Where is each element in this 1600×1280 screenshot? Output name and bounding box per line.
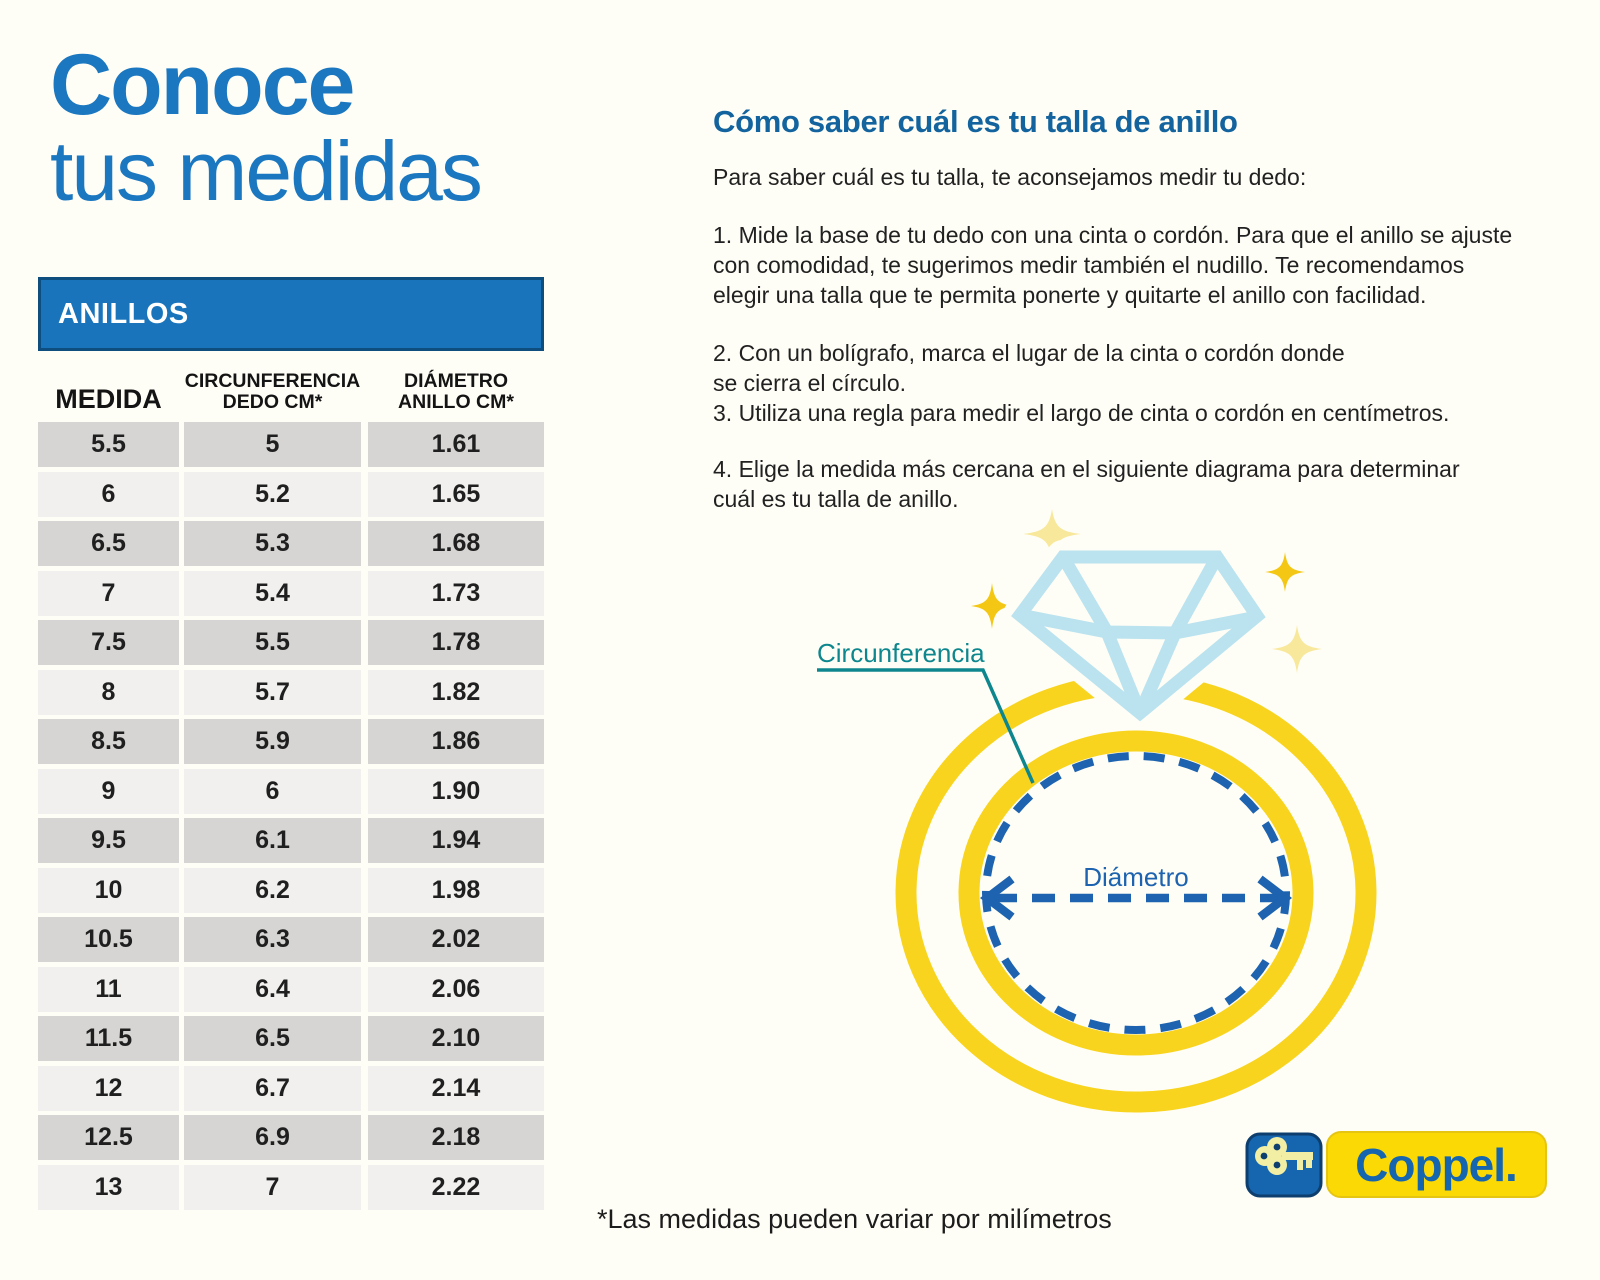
table-row: 11 6.4 2.06 — [38, 966, 544, 1012]
cell-medida: 6 — [38, 471, 179, 517]
column-header-circunferencia: CIRCUNFERENCIA DEDO CM* — [184, 370, 361, 413]
instructions-heading: Cómo saber cuál es tu talla de anillo — [713, 104, 1238, 139]
instructions-section: Cómo saber cuál es tu talla de anillo Pa… — [713, 104, 1558, 514]
cell-circunferencia: 6.5 — [184, 1016, 361, 1061]
table-row: 7.5 5.5 1.78 — [38, 620, 544, 665]
table-row: 5.5 5 1.61 — [38, 422, 544, 467]
cell-circunferencia: 6.4 — [184, 966, 361, 1012]
circumference-leader-line — [817, 668, 1035, 784]
table-row: 8 5.7 1.82 — [38, 669, 544, 715]
cell-medida: 5.5 — [38, 422, 179, 467]
instruction-steps-2-3: 2. Con un bolígrafo, marca el lugar de l… — [713, 340, 1450, 426]
cell-circunferencia: 5.7 — [184, 669, 361, 715]
cell-diametro: 1.68 — [368, 521, 544, 566]
table-row: 9.5 6.1 1.94 — [38, 818, 544, 863]
table-row: 8.5 5.9 1.86 — [38, 719, 544, 764]
cell-medida: 8.5 — [38, 719, 179, 764]
cell-diametro: 2.10 — [368, 1016, 544, 1061]
cell-medida: 10 — [38, 867, 179, 913]
ring-band — [895, 673, 1377, 1113]
page-title: Conoce tus medidas — [50, 37, 483, 218]
instruction-step-4: 4. Elige la medida más cercana en el sig… — [713, 456, 1460, 512]
table-banner-label: ANILLOS — [58, 297, 189, 330]
cell-circunferencia: 5 — [184, 422, 361, 467]
page-title-line2: tus medidas — [50, 124, 483, 218]
cell-circunferencia: 6.9 — [184, 1115, 361, 1160]
cell-diametro: 1.98 — [368, 867, 544, 913]
page-title-line1: Conoce — [50, 37, 355, 133]
cell-diametro: 1.94 — [368, 818, 544, 863]
cell-diametro: 2.06 — [368, 966, 544, 1012]
instructions-intro: Para saber cuál es tu talla, te aconseja… — [713, 164, 1307, 190]
table-row: 13 7 2.22 — [38, 1164, 544, 1210]
cell-diametro: 2.18 — [368, 1115, 544, 1160]
instruction-step-1: 1. Mide la base de tu dedo con una cinta… — [713, 222, 1513, 308]
cell-diametro: 1.90 — [368, 768, 544, 814]
cell-circunferencia: 5.9 — [184, 719, 361, 764]
table-row: 6.5 5.3 1.68 — [38, 521, 544, 566]
cell-medida: 9 — [38, 768, 179, 814]
cell-diametro: 2.22 — [368, 1164, 544, 1210]
column-header-medida: MEDIDA — [55, 384, 162, 414]
cell-medida: 10.5 — [38, 917, 179, 962]
cell-diametro: 1.86 — [368, 719, 544, 764]
cell-circunferencia: 6.3 — [184, 917, 361, 962]
cell-circunferencia: 6.7 — [184, 1065, 361, 1111]
table-row: 10 6.2 1.98 — [38, 867, 544, 913]
coppel-wordmark-box — [1326, 1131, 1547, 1198]
cell-circunferencia: 6.2 — [184, 867, 361, 913]
cell-medida: 13 — [38, 1164, 179, 1210]
sparkle-bright-icon — [971, 552, 1305, 629]
size-table-rows: 5.5 5 1.61 6 5.2 1.65 6.5 5.3 1.68 7 5.4… — [38, 422, 544, 1210]
dashed-circumference-circle — [982, 752, 1290, 1034]
cell-diametro: 1.78 — [368, 620, 544, 665]
cell-diametro: 1.61 — [368, 422, 544, 467]
coppel-wordmark: Coppel. — [1355, 1139, 1517, 1191]
key-icon — [1255, 1137, 1313, 1175]
cell-medida: 12.5 — [38, 1115, 179, 1160]
cell-diametro: 2.02 — [368, 917, 544, 962]
cell-circunferencia: 6 — [184, 768, 361, 814]
sparkle-icon — [1023, 509, 1322, 673]
table-row: 7 5.4 1.73 — [38, 570, 544, 616]
cell-circunferencia: 5.5 — [184, 620, 361, 665]
footnote: *Las medidas pueden variar por milímetro… — [597, 1204, 1112, 1234]
cell-circunferencia: 5.2 — [184, 471, 361, 517]
cell-diametro: 1.73 — [368, 570, 544, 616]
table-row: 12.5 6.9 2.18 — [38, 1115, 544, 1160]
cell-medida: 11.5 — [38, 1016, 179, 1061]
table-row: 6 5.2 1.65 — [38, 471, 544, 517]
cell-medida: 6.5 — [38, 521, 179, 566]
table-row: 10.5 6.3 2.02 — [38, 917, 544, 962]
cell-circunferencia: 5.3 — [184, 521, 361, 566]
table-header-row: MEDIDA CIRCUNFERENCIA DEDO CM* DIÁMETRO … — [38, 361, 544, 413]
cell-diametro: 2.14 — [368, 1065, 544, 1111]
circumference-label: Circunferencia — [817, 638, 985, 668]
cell-medida: 9.5 — [38, 818, 179, 863]
cell-diametro: 1.82 — [368, 669, 544, 715]
table-row: 12 6.7 2.14 — [38, 1065, 544, 1111]
diamond-icon — [1011, 550, 1266, 722]
cell-circunferencia: 5.4 — [184, 570, 361, 616]
cell-medida: 8 — [38, 669, 179, 715]
table-row: 9 6 1.90 — [38, 768, 544, 814]
cell-diametro: 1.65 — [368, 471, 544, 517]
ring-size-table: ANILLOS MEDIDA CIRCUNFERENCIA DEDO CM* D… — [38, 277, 544, 1214]
cell-medida: 7.5 — [38, 620, 179, 665]
diameter-arrow — [979, 875, 1293, 921]
table-banner: ANILLOS — [38, 277, 544, 351]
cell-medida: 7 — [38, 570, 179, 616]
cell-medida: 11 — [38, 966, 179, 1012]
coppel-logo: Coppel. — [1245, 1131, 1547, 1198]
cell-circunferencia: 6.1 — [184, 818, 361, 863]
cell-medida: 12 — [38, 1065, 179, 1111]
diameter-label: Diámetro — [1083, 862, 1188, 892]
column-header-diametro: DIÁMETRO ANILLO CM* — [398, 370, 514, 413]
cell-circunferencia: 7 — [184, 1164, 361, 1210]
table-row: 11.5 6.5 2.10 — [38, 1016, 544, 1061]
